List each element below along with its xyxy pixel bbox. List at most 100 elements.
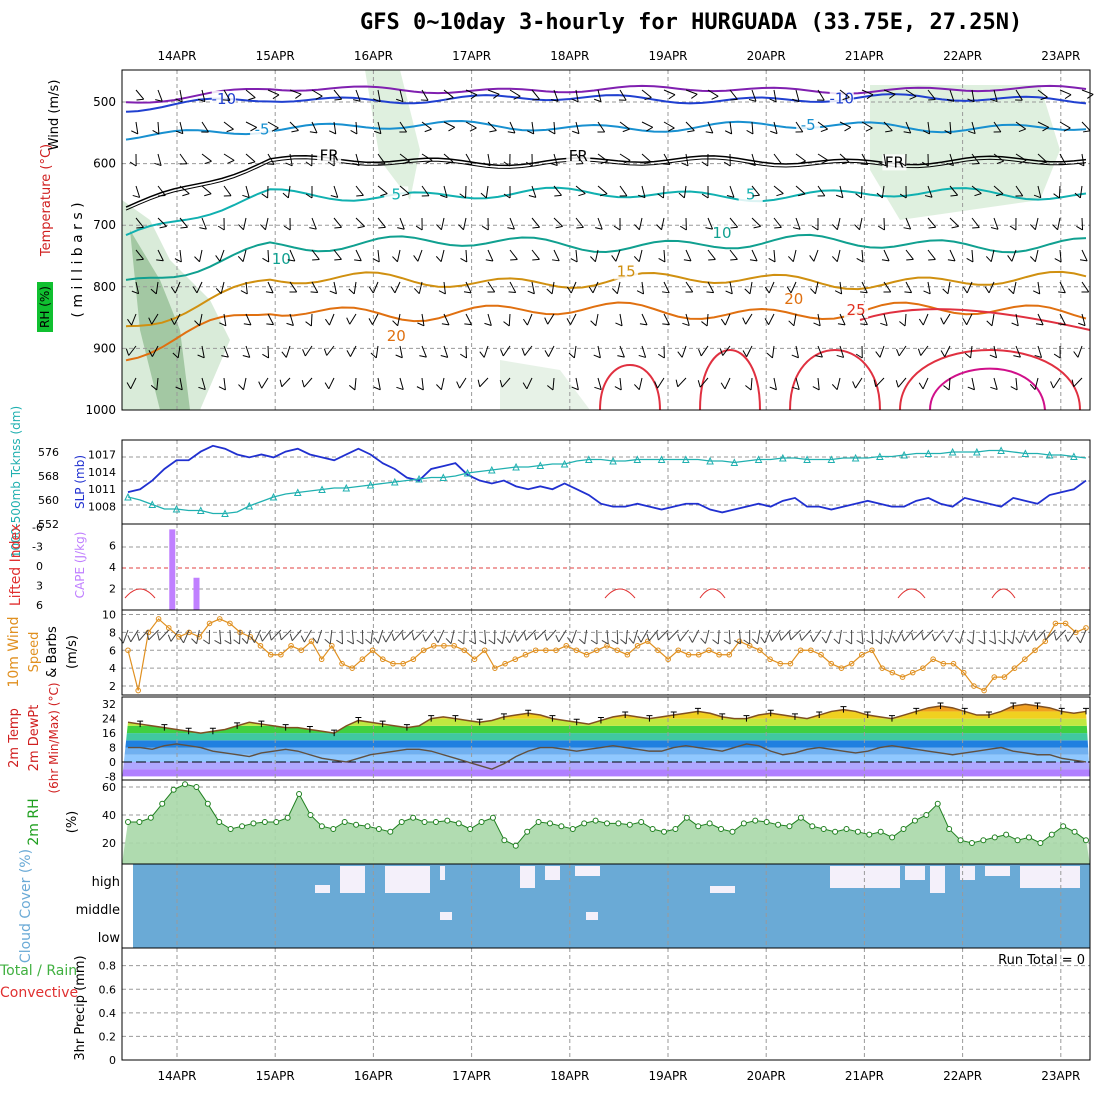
barb-staff: [757, 630, 759, 644]
barb-staff: [837, 378, 840, 390]
cloud-gap: [340, 866, 365, 893]
upper-wind-barb: [680, 218, 686, 230]
upper-wind-barb: [724, 282, 732, 295]
upper-wind-barb: [262, 250, 269, 262]
barb-staff: [682, 346, 686, 357]
barb-staff: [837, 218, 840, 230]
barb-staff: [378, 630, 382, 643]
upper-wind-barb: [130, 122, 138, 135]
barb-staff: [972, 250, 973, 262]
upper-wind-barb: [1069, 374, 1082, 387]
cloud-gap: [905, 866, 925, 880]
rh-marker: [776, 822, 781, 827]
upper-wind-barb: [394, 378, 403, 391]
upper-wind-barb: [520, 342, 532, 355]
barb-staff: [840, 154, 849, 162]
rh-marker: [992, 835, 997, 840]
barb-staff: [802, 630, 811, 640]
barb-staff: [707, 314, 708, 326]
barb-flag: [357, 640, 363, 644]
wind10-barb: [712, 630, 719, 644]
upper-wind-barb: [570, 122, 579, 135]
upper-wind-barb: [763, 311, 774, 324]
date-label-top: 15APR: [256, 49, 295, 63]
barb-staff: [598, 186, 607, 194]
barb-flag: [620, 639, 626, 644]
barb-staff: [422, 346, 426, 357]
barb-flag: [460, 354, 466, 358]
date-label-bottom: 21APR: [845, 1069, 884, 1083]
barb-flag: [348, 289, 355, 294]
upper-wind-barb: [703, 282, 714, 295]
wind10-barb: [554, 627, 566, 642]
cloud-gap: [930, 866, 945, 893]
temp-axis-label-b: 2m DewPt: [27, 705, 42, 772]
barb-flag: [238, 385, 245, 390]
upper-wind-barb: [812, 378, 819, 391]
wind10-barb: [365, 629, 373, 644]
upper-wind-barb: [746, 90, 756, 103]
upper-wind-barb: [572, 186, 585, 198]
barb-staff: [1082, 90, 1093, 94]
upper-wind-barb: [345, 311, 356, 324]
temp-color-band: [122, 726, 1090, 733]
upper-wind-barb: [831, 377, 840, 390]
barb-staff: [796, 154, 806, 161]
contour-label: 20: [387, 327, 406, 345]
barb-staff: [422, 154, 432, 160]
barb-staff: [200, 250, 202, 262]
wind10-barb: [797, 626, 811, 640]
barb-staff: [923, 378, 928, 389]
barb-flag: [942, 289, 949, 294]
wind10-barb: [241, 629, 250, 644]
cloud-gap: [440, 912, 452, 920]
upper-wind-barb: [328, 186, 337, 199]
barb-flag: [813, 386, 819, 391]
temp-axis-label-c: (6hr Min/Max) (°C): [47, 682, 61, 793]
upper-wind-barb: [768, 378, 776, 391]
barb-staff: [463, 218, 466, 230]
rh-marker: [684, 815, 689, 820]
rh-marker: [719, 827, 724, 832]
upper-wind-barb: [238, 377, 246, 390]
barb-staff: [414, 630, 424, 640]
upper-wind-barb: [945, 250, 955, 263]
upper-wind-barb: [373, 218, 385, 231]
barb-flag: [835, 290, 841, 295]
temp-tick-label: 32: [102, 698, 116, 711]
upper-wind-barb: [745, 378, 752, 390]
barb-staff: [444, 154, 453, 162]
upper-wind-barb: [593, 122, 605, 135]
upper-wind-barb: [1080, 90, 1093, 100]
rh-marker: [376, 827, 381, 832]
pressure-tick-label: 800: [93, 280, 116, 294]
barb-flag: [480, 193, 486, 198]
contour-label: -10: [829, 89, 854, 107]
upper-wind-barb: [526, 282, 534, 295]
barb-staff: [747, 346, 752, 357]
barb-staff: [750, 282, 752, 294]
upper-wind-barb: [894, 374, 906, 387]
wind10-barb: [504, 628, 515, 643]
temp-color-band: [122, 704, 1090, 711]
barb-staff: [796, 218, 800, 229]
barb-staff: [944, 314, 950, 324]
upper-wind-barb: [633, 249, 642, 262]
cloud-level-label: middle: [76, 903, 120, 918]
wind10-barb: [628, 628, 638, 643]
rh-marker: [627, 822, 632, 827]
rh-marker: [160, 801, 165, 806]
precip-panel-frame: [122, 948, 1090, 1060]
barb-staff: [224, 122, 234, 129]
barb-staff: [466, 154, 472, 164]
barb-staff: [701, 346, 708, 356]
barb-staff: [947, 630, 954, 642]
precip-tick-label: 0.6: [99, 983, 117, 996]
barb-staff: [639, 218, 642, 230]
barb-staff: [464, 630, 465, 644]
upper-wind-barb: [300, 343, 312, 356]
upper-wind-barb: [348, 281, 356, 294]
cloud-gap: [710, 886, 735, 893]
upper-wind-barb: [1072, 344, 1082, 357]
barb-flag: [175, 258, 181, 263]
